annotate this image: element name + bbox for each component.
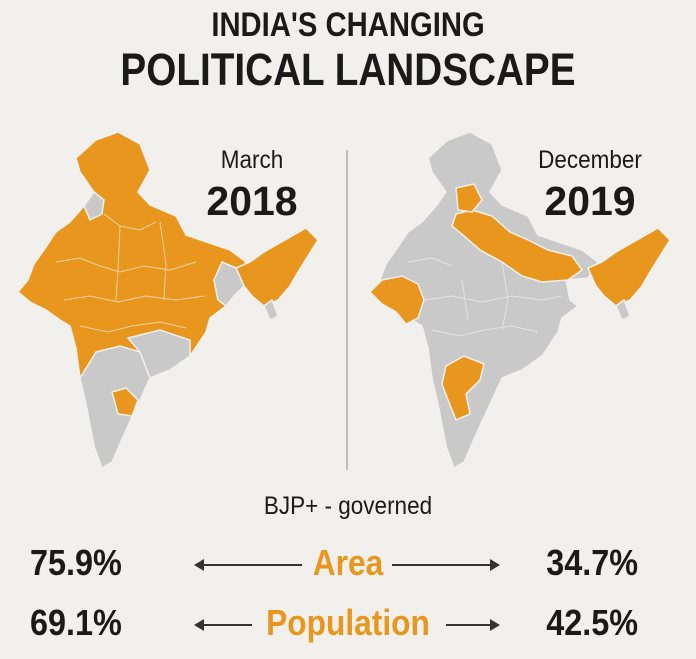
northeast-2018 [235,227,319,307]
map-2018 [17,131,319,470]
state-borders-2018 [55,213,205,333]
stat-area-2019: 34.7% [546,542,638,583]
title-line-2: POLITICAL LANDSCAPE [120,44,576,95]
state-wb-grey-2018 [213,261,245,308]
state-borders-2019 [407,257,563,337]
northeast-2019 [587,227,671,307]
map-2019-year: 2019 [544,178,636,224]
title-line-1: INDIA'S CHANGING [211,6,485,44]
arrow-left-icon [194,559,302,571]
arrow-left-icon [194,619,252,631]
map-divider [346,150,348,470]
state-kerala-orange-2018 [111,387,139,417]
stat-area-label: Area [312,542,384,583]
state-karnataka-2019 [441,355,485,421]
map-2018-month: March [220,146,284,174]
state-ap-grey-2018 [126,329,191,379]
map-2019 [368,131,671,469]
stat-row-population: 69.1% Population 42.5% [0,602,696,643]
stat-row-area: 75.9% Area 34.7% [0,542,696,583]
map-2018-year: 2018 [206,178,298,224]
state-uttarakhand-2019 [455,183,483,213]
state-punjab-2018 [83,190,105,222]
stat-population-2018: 69.1% [30,602,122,643]
state-south-grey-2018 [79,345,151,470]
state-mizoram-grey-2018 [263,298,279,322]
stat-area-2018: 75.9% [30,542,122,583]
state-up-2019 [451,209,584,283]
stat-population-label: Population [266,602,430,643]
state-gujarat-2019 [368,275,425,325]
state-mizoram-grey-2019 [615,298,631,322]
arrow-right-icon [446,619,500,631]
legend-caption: BJP+ - governed [263,492,433,520]
map-2019-month: December [538,146,642,174]
stat-population-2019: 42.5% [546,602,638,643]
arrow-right-icon [392,559,500,571]
